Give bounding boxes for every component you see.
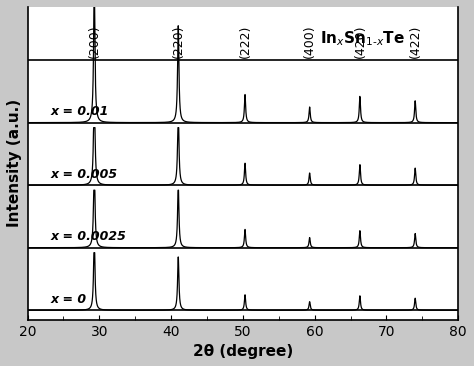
Text: (200): (200) [88,24,101,57]
Text: x = 0.01: x = 0.01 [50,105,109,118]
Text: (400): (400) [303,24,316,57]
Text: (222): (222) [238,24,252,57]
Y-axis label: Intensity (a.u.): Intensity (a.u.) [7,99,22,227]
X-axis label: 2θ (degree): 2θ (degree) [193,344,293,359]
Text: In$_x$Sn$_{1\text{-}x}$Te: In$_x$Sn$_{1\text{-}x}$Te [320,29,405,48]
Text: x = 0.0025: x = 0.0025 [50,230,127,243]
Text: (420): (420) [354,24,366,57]
Text: (220): (220) [172,24,185,57]
Text: x = 0.005: x = 0.005 [50,168,118,181]
Text: (422): (422) [409,24,422,57]
Text: x = 0: x = 0 [50,293,87,306]
